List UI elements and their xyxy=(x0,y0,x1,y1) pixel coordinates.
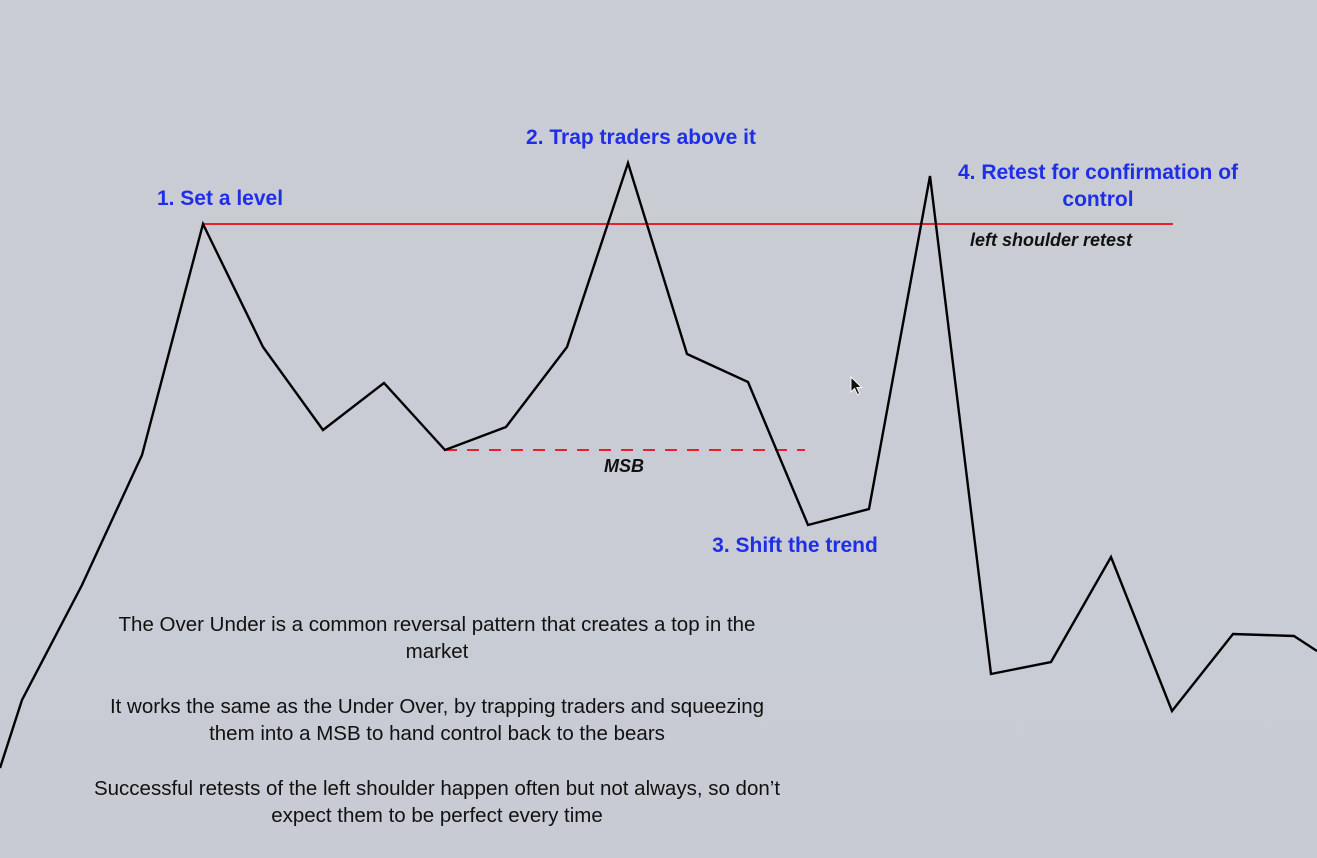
step-2-label: 2. Trap traders above it xyxy=(526,126,756,149)
msb-label: MSB xyxy=(604,456,644,476)
step-1-label: 1. Set a level xyxy=(156,187,284,210)
step-3-label: 3. Shift the trend xyxy=(712,534,878,557)
mouse-pointer-icon xyxy=(850,375,863,396)
note-2: It works the same as the Under Over, by … xyxy=(109,695,765,745)
step-4-label: 4. Retest for confirmation of control xyxy=(957,161,1239,211)
note-1: The Over Under is a common reversal patt… xyxy=(118,613,756,663)
note-3: Successful retests of the left shoulder … xyxy=(93,777,781,827)
price-line xyxy=(0,159,1317,769)
left-shoulder-retest-label: left shoulder retest xyxy=(970,230,1133,250)
